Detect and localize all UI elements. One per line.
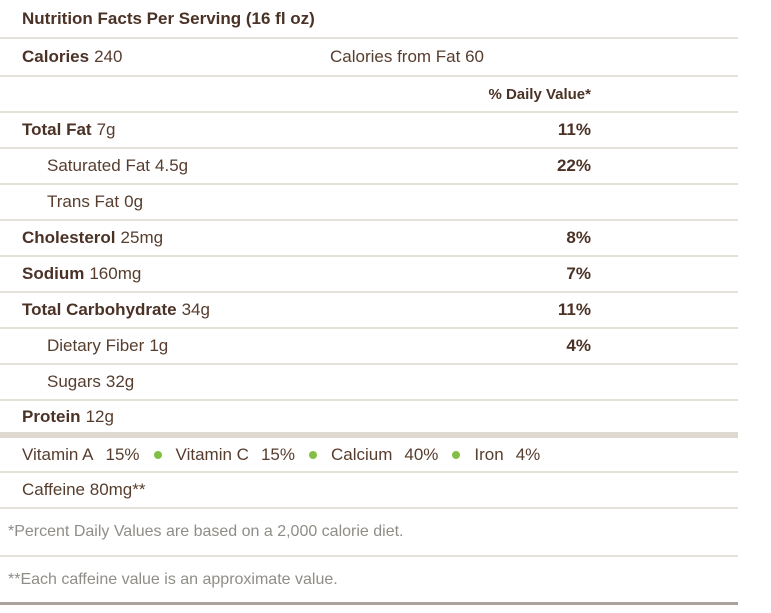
- vitamin-item: Vitamin A 15%: [22, 445, 140, 465]
- vitamin-name: Vitamin A: [22, 444, 94, 464]
- bullet-separator-icon: [452, 450, 461, 459]
- vitamin-value: 4%: [515, 444, 541, 464]
- nutrient-label: Total Fat: [22, 120, 92, 139]
- vitamins-row: Vitamin A 15% Vitamin C 15% Calcium 40% Iro…: [0, 438, 738, 473]
- vitamin-name: Vitamin C: [175, 444, 249, 464]
- nutrient-cell: Trans Fat 0g: [47, 192, 143, 212]
- nutrient-label: Saturated Fat: [47, 156, 151, 175]
- nutrient-amount: 1g: [149, 336, 169, 355]
- nutrient-cell: Protein 12g: [22, 407, 114, 427]
- calories-label: Calories: [22, 47, 90, 66]
- nutrient-label: Cholesterol: [22, 228, 116, 247]
- nutrient-daily-value: 22%: [556, 156, 591, 175]
- nutrient-row: Total Carbohydrate 34g 11%: [0, 293, 738, 329]
- nutrient-amount: 7g: [96, 120, 116, 139]
- vitamin-value: 15%: [105, 444, 140, 464]
- nutrient-amount: 12g: [85, 406, 114, 426]
- vitamin-name: Iron: [474, 444, 504, 464]
- table-title-row: Nutrition Facts Per Serving (16 fl oz): [0, 0, 738, 39]
- bullet-separator-icon: [308, 450, 317, 459]
- nutrient-row: Dietary Fiber 1g 4%: [0, 329, 738, 365]
- vitamin-name: Calcium: [330, 444, 393, 464]
- nutrient-cell: Cholesterol 25mg: [22, 228, 163, 248]
- vitamin-item: Vitamin C 15%: [176, 445, 295, 465]
- nutrient-row: Protein 12g: [0, 401, 738, 438]
- nutrient-daily-value: 7%: [566, 264, 591, 283]
- nutrient-row: Saturated Fat 4.5g 22%: [0, 149, 738, 185]
- nutrient-cell: Sugars 32g: [47, 372, 134, 392]
- nutrient-cell: Saturated Fat 4.5g: [47, 156, 188, 176]
- nutrient-row: Sodium 160mg 7%: [0, 257, 738, 293]
- nutrient-label: Dietary Fiber: [47, 336, 145, 355]
- nutrient-cell: Sodium 160mg: [22, 264, 141, 284]
- calories-row: Calories 240 Calories from Fat 60: [0, 39, 738, 77]
- nutrient-amount: 0g: [124, 192, 144, 211]
- nutrient-row: Cholesterol 25mg 8%: [0, 221, 738, 257]
- nutrient-amount: 4.5g: [155, 156, 189, 175]
- nutrient-amount: 34g: [181, 300, 210, 319]
- calories-cell: Calories 240: [22, 47, 122, 67]
- nutrient-daily-value: 4%: [566, 336, 591, 355]
- nutrient-daily-value: 11%: [557, 300, 591, 319]
- calories-value: 240: [94, 47, 123, 66]
- nutrient-label: Sodium: [22, 264, 85, 283]
- caffeine-label: Caffeine 80mg**: [22, 480, 146, 499]
- nutrient-cell: Total Carbohydrate 34g: [22, 300, 210, 320]
- bullet-separator-icon: [153, 450, 162, 459]
- vitamin-value: 40%: [404, 444, 439, 464]
- daily-value-header: % Daily Value*: [488, 85, 591, 103]
- nutrient-label: Sugars: [47, 372, 101, 391]
- vitamin-item: Iron 4%: [474, 445, 540, 465]
- caffeine-row: Caffeine 80mg**: [0, 473, 738, 509]
- daily-value-header-row: % Daily Value*: [0, 77, 738, 113]
- footnote-caffeine: **Each caffeine value is an approximate …: [0, 557, 738, 605]
- calories-from-fat: Calories from Fat 60: [330, 47, 484, 66]
- nutrient-row: Total Fat 7g 11%: [0, 113, 738, 149]
- nutrient-label: Total Carbohydrate: [22, 300, 177, 319]
- nutrient-daily-value: 8%: [566, 228, 591, 247]
- nutrient-cell: Dietary Fiber 1g: [47, 336, 168, 356]
- nutrition-facts-table: Nutrition Facts Per Serving (16 fl oz) C…: [0, 0, 738, 605]
- footnote-daily-value-text: *Percent Daily Values are based on a 2,0…: [8, 523, 404, 540]
- nutrient-amount: 32g: [105, 372, 135, 391]
- vitamin-value: 15%: [260, 444, 295, 464]
- nutrient-row: Sugars 32g: [0, 365, 738, 401]
- nutrient-amount: 160mg: [89, 264, 142, 283]
- nutrient-rows: Total Fat 7g 11% Saturated Fat 4.5g 22% Tr…: [0, 113, 738, 438]
- nutrient-daily-value: 11%: [557, 120, 591, 139]
- footnote-daily-value: *Percent Daily Values are based on a 2,0…: [0, 509, 738, 557]
- vitamin-item: Calcium 40%: [331, 445, 438, 465]
- nutrient-label: Trans Fat: [47, 192, 120, 211]
- nutrient-label: Protein: [22, 406, 81, 426]
- footnote-caffeine-text: **Each caffeine value is an approximate …: [8, 570, 338, 588]
- nutrient-amount: 25mg: [120, 228, 164, 247]
- nutrient-cell: Total Fat 7g: [22, 120, 116, 140]
- nutrient-row: Trans Fat 0g: [0, 185, 738, 221]
- table-title: Nutrition Facts Per Serving (16 fl oz): [22, 8, 315, 28]
